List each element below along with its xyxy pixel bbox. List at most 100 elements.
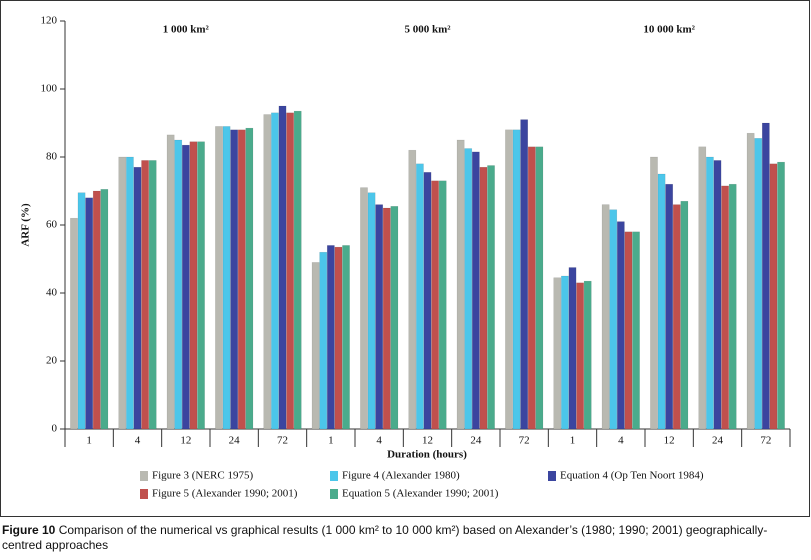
legend-swatch — [140, 471, 148, 481]
bar — [650, 156, 658, 430]
bar — [70, 217, 78, 430]
bar — [657, 173, 666, 430]
x-tick-label: 4 — [376, 435, 382, 447]
bar — [713, 160, 722, 430]
legend-label: Equation 4 (Op Ten Noort 1984) — [560, 470, 704, 482]
y-tick-label: 80 — [46, 151, 58, 163]
bar — [680, 200, 689, 430]
bar — [237, 129, 246, 430]
bar — [293, 110, 302, 430]
bar — [197, 141, 205, 430]
bar — [777, 161, 785, 430]
bar — [278, 105, 287, 430]
group-label: 5 000 km² — [404, 24, 451, 36]
bar — [761, 122, 770, 430]
bar — [728, 183, 737, 430]
bar — [456, 139, 465, 430]
bar — [375, 204, 384, 430]
bar — [141, 160, 149, 430]
y-tick-label: 40 — [46, 287, 58, 299]
x-tick-label: 72 — [519, 435, 530, 447]
y-tick-label: 0 — [52, 423, 58, 435]
x-tick-label: 12 — [422, 435, 433, 447]
bar — [382, 207, 391, 430]
x-tick-label: 24 — [470, 435, 482, 447]
bar — [334, 246, 343, 430]
bar — [85, 197, 94, 430]
x-tick-label: 72 — [760, 435, 771, 447]
x-tick-label: 24 — [712, 435, 724, 447]
x-tick-label: 1 — [570, 435, 576, 447]
bar — [166, 134, 175, 430]
legend-label: Figure 4 (Alexander 1980) — [342, 470, 460, 482]
bar — [133, 166, 142, 430]
bar — [100, 189, 109, 430]
x-tick-label: 72 — [277, 435, 288, 447]
bar — [487, 165, 495, 430]
bar — [416, 163, 424, 430]
bar — [263, 114, 272, 430]
caption-label: Figure 10 — [2, 523, 56, 537]
caption-text: Comparison of the numerical vs graphical… — [2, 523, 768, 552]
bar — [245, 127, 254, 430]
bar — [576, 282, 584, 430]
bar — [271, 112, 279, 430]
bar — [77, 192, 86, 430]
bar — [583, 280, 592, 430]
bar — [126, 156, 134, 430]
bar — [286, 112, 294, 430]
bar — [535, 146, 544, 430]
bar — [342, 245, 350, 430]
bar — [367, 192, 376, 430]
caption: Figure 10 Comparison of the numerical vs… — [2, 523, 802, 553]
x-tick-label: 4 — [618, 435, 624, 447]
bar — [471, 151, 480, 430]
bar — [527, 146, 536, 430]
bar — [148, 160, 157, 430]
legend-swatch — [140, 489, 148, 499]
bar — [311, 262, 320, 430]
bar — [632, 231, 640, 430]
bar — [118, 156, 127, 430]
bar — [319, 251, 328, 430]
y-tick-label: 60 — [46, 219, 58, 231]
bar — [479, 166, 488, 430]
bar — [553, 277, 562, 430]
bar — [222, 126, 231, 430]
bar — [390, 206, 399, 430]
bar — [616, 221, 625, 430]
x-tick-label: 12 — [180, 435, 191, 447]
bar — [568, 267, 577, 430]
x-tick-label: 1 — [328, 435, 334, 447]
x-tick-label: 24 — [229, 435, 241, 447]
group-label: 1 000 km² — [163, 24, 210, 36]
bar — [431, 180, 439, 430]
x-axis-title: Duration (hours) — [387, 449, 467, 461]
group-label: 10 000 km² — [643, 24, 695, 36]
chart: ARF (%) Duration (hours) 0 20 40 60 80 100 120… — [0, 0, 810, 517]
bar — [408, 149, 417, 430]
y-tick-label: 100 — [41, 83, 58, 95]
bar — [174, 139, 183, 430]
bar — [609, 209, 618, 430]
bar — [672, 204, 681, 430]
legend-swatch — [548, 471, 556, 481]
chart-frame — [0, 0, 810, 517]
bar — [512, 129, 521, 430]
bar — [721, 185, 729, 430]
y-tick-label: 20 — [46, 355, 58, 367]
bar — [92, 190, 101, 430]
bar — [360, 187, 368, 430]
bar — [464, 148, 473, 430]
bar — [698, 146, 707, 430]
bar — [561, 275, 569, 430]
legend-swatch — [330, 471, 338, 481]
legend-label: Figure 5 (Alexander 1990; 2001) — [152, 488, 298, 500]
bar — [189, 141, 198, 430]
bar — [624, 231, 633, 430]
bar — [769, 163, 778, 430]
y-tick-label: 120 — [41, 15, 58, 27]
bar — [601, 204, 610, 430]
y-axis-title: ARF (%) — [20, 203, 32, 247]
